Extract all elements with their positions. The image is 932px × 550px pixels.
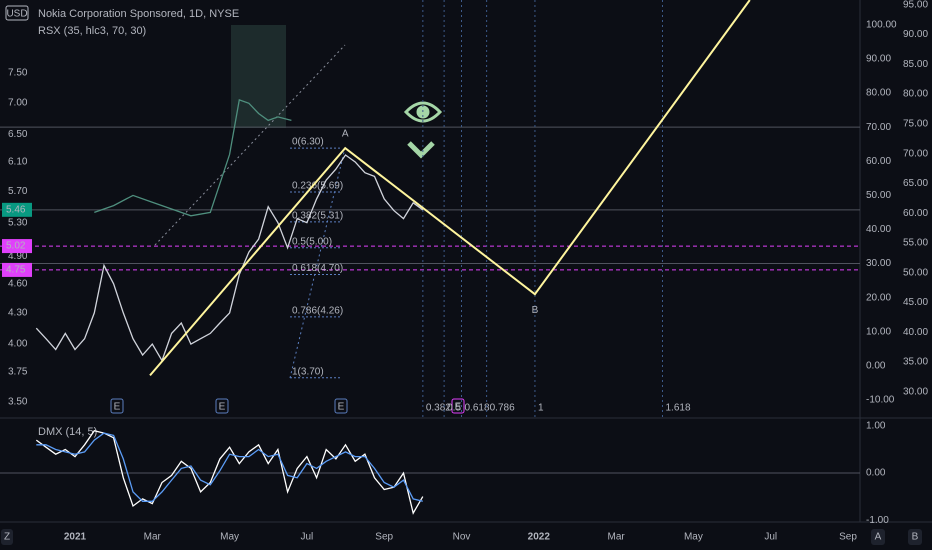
right-tick-label: 40.00 xyxy=(903,327,928,338)
rsx-tick-label: 70.00 xyxy=(866,122,891,133)
chart-title: Nokia Corporation Sponsored, 1D, NYSE xyxy=(38,8,239,20)
x-tick-label: Mar xyxy=(144,532,162,543)
price-tick-label: 5.70 xyxy=(8,186,28,197)
earnings-badges: E E E E xyxy=(110,398,465,414)
earnings-label: E xyxy=(338,402,345,413)
rsx-tick-label: 10.00 xyxy=(866,326,891,337)
right-tick-label: 30.00 xyxy=(903,386,928,397)
rsx-tick-label: 60.00 xyxy=(866,156,891,167)
price-tick-label: 3.75 xyxy=(8,367,28,378)
trend-line xyxy=(154,44,346,246)
rsx-tick-label: 100.00 xyxy=(866,20,897,31)
earnings-label: E xyxy=(219,402,226,413)
fib-time-label: 1 xyxy=(538,403,544,414)
dmx-tick-label: 0.00 xyxy=(866,468,886,479)
right-tick-label: 75.00 xyxy=(903,118,928,129)
dmx-tick-label: -1.00 xyxy=(866,515,889,526)
price-tick-label: 7.50 xyxy=(8,68,28,79)
currency: USD xyxy=(6,9,27,20)
x-tick-label: May xyxy=(220,532,239,543)
right-tick-label: 55.00 xyxy=(903,238,928,249)
button[interactable] xyxy=(871,529,885,545)
right-tick-label: 95.00 xyxy=(903,0,928,10)
price-line-series xyxy=(35,154,424,363)
eye-icon xyxy=(403,101,443,159)
fib-label: 0(6.30) xyxy=(292,137,324,148)
right-tick-label: 35.00 xyxy=(903,357,928,368)
fib-label: 0.5(5.00) xyxy=(292,236,332,247)
rsx-tick-label: 90.00 xyxy=(866,54,891,65)
fib-label: 0.382(5.31) xyxy=(292,210,343,221)
x-tick-label: Sep xyxy=(839,532,857,543)
dmx-line xyxy=(35,429,424,515)
price-tick-label: 3.50 xyxy=(8,396,28,407)
fib-label: 0.236(5.69) xyxy=(292,181,343,192)
fib-label: 0.786(4.26) xyxy=(292,306,343,317)
price-tick-label: 6.50 xyxy=(8,129,28,140)
right-tick-label: 90.00 xyxy=(903,29,928,40)
x-tick-label: Jul xyxy=(764,532,777,543)
x-tick-label: Jul xyxy=(300,532,313,543)
button-label[interactable]: Z xyxy=(4,532,10,543)
price-tick-label: 4.30 xyxy=(8,308,28,319)
x-tick-label: 2022 xyxy=(528,532,551,543)
price-tick-label: 6.10 xyxy=(8,157,28,168)
price-badge-label: 5.02 xyxy=(6,241,26,252)
right-tick-label: 70.00 xyxy=(903,148,928,159)
price-tick-label: 4.60 xyxy=(8,278,28,289)
right-tick-label: 85.00 xyxy=(903,59,928,70)
dmx-tick-label: 1.00 xyxy=(866,421,886,432)
price-badge xyxy=(2,239,32,254)
wave-label: A xyxy=(342,129,349,140)
wave-label: B xyxy=(532,305,539,316)
rsx-tick-label: 40.00 xyxy=(866,224,891,235)
fib-label: 0.618(4.70) xyxy=(292,263,343,274)
fib-label: 1(3.70) xyxy=(292,366,324,377)
x-tick-label: May xyxy=(684,532,703,543)
x-tick-label: Nov xyxy=(453,532,471,543)
right-tick-label: 80.00 xyxy=(903,89,928,100)
price-tick-label: 4.90 xyxy=(8,251,28,262)
price-badge-label: 4.75 xyxy=(6,265,26,276)
earnings-label: E xyxy=(114,402,121,413)
rsx-tick-label: 50.00 xyxy=(866,190,891,201)
price-tick-label: 7.00 xyxy=(8,97,28,108)
fib-time-label: 0.786 xyxy=(490,403,515,414)
rsx-line xyxy=(94,99,292,217)
right-tick-label: 65.00 xyxy=(903,178,928,189)
price-badge-label: 5.46 xyxy=(6,204,26,215)
fib-time-label: 0.382 xyxy=(426,403,451,414)
button[interactable] xyxy=(908,529,922,545)
currency-box xyxy=(5,5,29,21)
fib-time-label: 0.618 xyxy=(465,403,490,414)
rsx-tick-label: 0.00 xyxy=(866,360,886,371)
x-tick-label: Sep xyxy=(375,532,393,543)
price-tick-label: 4.00 xyxy=(8,339,28,350)
x-tick-label: 2021 xyxy=(64,532,87,543)
fib-time-label: 1.618 xyxy=(665,403,690,414)
price-badge xyxy=(2,262,32,277)
right-tick-label: 60.00 xyxy=(903,208,928,219)
x-tick-label: Mar xyxy=(607,532,625,543)
dmx-title: DMX (14, 5) xyxy=(38,426,97,438)
rsx-tick-label: 20.00 xyxy=(866,292,891,303)
button-label[interactable]: B xyxy=(912,532,919,543)
rsx-tick-label: 30.00 xyxy=(866,258,891,269)
highlight-zone xyxy=(231,25,286,128)
rsx-tick-label: -10.00 xyxy=(866,395,895,406)
button[interactable] xyxy=(1,529,13,545)
button-label[interactable]: A xyxy=(875,532,882,543)
earnings-label: E xyxy=(455,402,462,413)
dmx-line xyxy=(36,432,423,502)
indicator-title: RSX (35, hlc3, 70, 30) xyxy=(38,25,146,37)
fib-time-label: 0.5 xyxy=(447,403,461,414)
wave-line xyxy=(149,0,751,377)
rsx-tick-label: 80.00 xyxy=(866,88,891,99)
price-tick-label: 5.30 xyxy=(8,217,28,228)
price-badge xyxy=(2,202,32,217)
right-tick-label: 50.00 xyxy=(903,267,928,278)
right-tick-label: 45.00 xyxy=(903,297,928,308)
